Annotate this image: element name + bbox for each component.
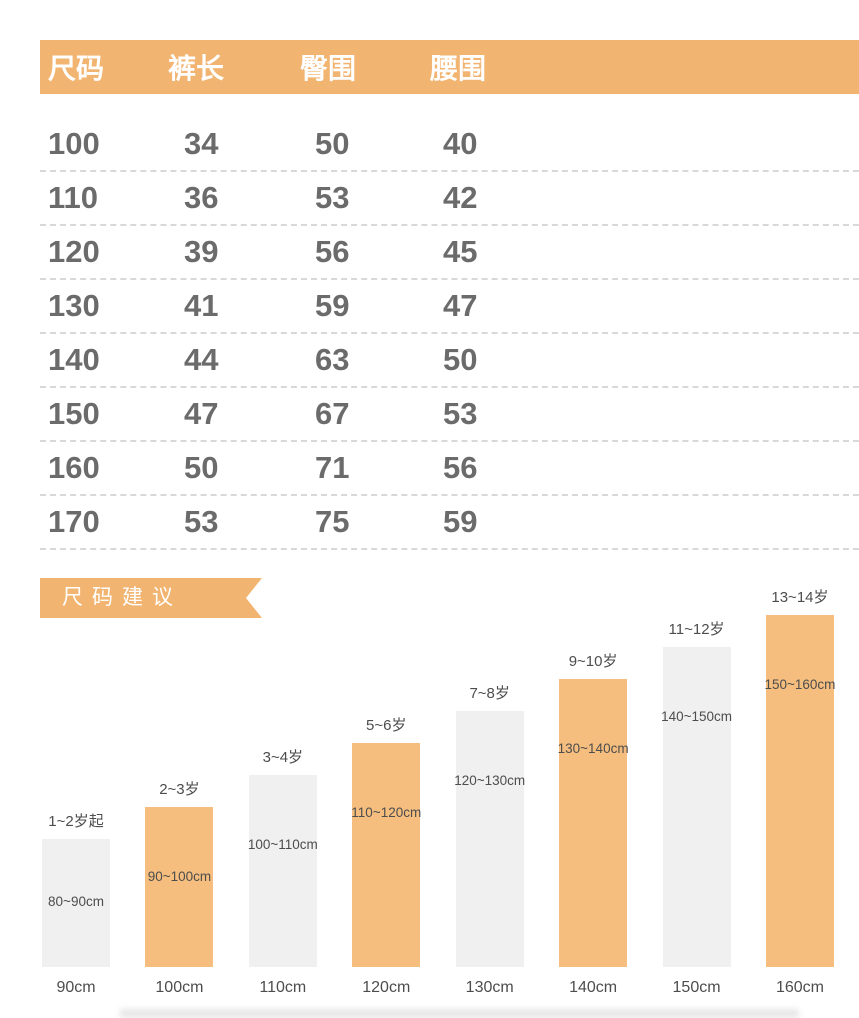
age-label: 3~4岁: [262, 749, 304, 766]
table-cell: 50: [184, 450, 219, 485]
table-cell: 50: [443, 342, 478, 377]
column-header-length: 裤长: [168, 53, 225, 84]
column-header-waist: 腰围: [430, 53, 487, 84]
bar-group: 3~4岁 100~110cm 110cm: [247, 746, 318, 1003]
age-label: 11~12岁: [668, 621, 725, 638]
x-axis-label: 110cm: [259, 979, 307, 996]
bar-group: 13~14岁 150~160cm 160cm: [764, 586, 836, 1003]
table-cell: 59: [315, 288, 350, 323]
table-cell: 150: [48, 396, 100, 431]
height-range-label: 150~160cm: [764, 677, 836, 692]
table-cell: 40: [443, 126, 478, 161]
bar: 90~100cm: [145, 807, 214, 967]
bar-group: 1~2岁起 80~90cm 90cm: [42, 810, 110, 1003]
table-cell: 120: [48, 234, 100, 269]
size-table-body: 100 34 50 40 110 36 53 42 120 39 56 45 1…: [40, 118, 859, 550]
table-cell: 47: [184, 396, 219, 431]
table-cell: 36: [184, 180, 219, 215]
bar: 140~150cm: [661, 647, 732, 967]
bar-group: 9~10岁 130~140cm 140cm: [557, 650, 629, 1003]
table-cell: 53: [443, 396, 478, 431]
table-row: 110 36 53 42: [40, 172, 859, 226]
table-cell: 140: [48, 342, 100, 377]
cropped-next-section: [120, 1009, 799, 1018]
x-axis-label: 100cm: [155, 979, 204, 996]
table-cell: 130: [48, 288, 100, 323]
column-header-size: 尺码: [48, 53, 105, 84]
table-row: 170 53 75 59: [40, 496, 859, 550]
table-cell: 160: [48, 450, 100, 485]
height-range-label: 130~140cm: [557, 741, 629, 756]
bar: 150~160cm: [764, 615, 836, 967]
bar-group: 2~3岁 90~100cm 100cm: [145, 778, 214, 1003]
table-row: 140 44 63 50: [40, 334, 859, 388]
x-axis-label: 90cm: [56, 979, 96, 996]
x-axis-label: 140cm: [569, 979, 618, 996]
table-cell: 42: [443, 180, 478, 215]
bar-group: 5~6岁 110~120cm 120cm: [351, 714, 422, 1003]
table-row: 130 41 59 47: [40, 280, 859, 334]
x-axis-label: 130cm: [465, 979, 514, 996]
bar-group: 11~12岁 140~150cm 150cm: [661, 618, 732, 1003]
table-cell: 71: [315, 450, 350, 485]
height-range-label: 120~130cm: [454, 773, 526, 788]
table-cell: 67: [315, 396, 350, 431]
table-cell: 34: [184, 126, 219, 161]
age-label: 9~10岁: [568, 653, 618, 670]
height-range-label: 140~150cm: [661, 709, 732, 724]
size-recommendation-bar-chart: 1~2岁起 80~90cm 90cm 2~3岁 90~100cm 100cm 3…: [42, 585, 836, 1003]
table-row: 160 50 71 56: [40, 442, 859, 496]
age-label: 1~2岁起: [48, 813, 104, 830]
x-axis-label: 160cm: [775, 979, 824, 996]
table-cell: 100: [48, 126, 100, 161]
table-cell: 53: [184, 504, 219, 539]
table-cell: 50: [315, 126, 350, 161]
table-cell: 63: [315, 342, 350, 377]
table-cell: 75: [315, 504, 350, 539]
table-cell: 56: [315, 234, 350, 269]
x-axis-label: 150cm: [672, 979, 721, 996]
bar: 110~120cm: [351, 743, 422, 967]
bar: 100~110cm: [247, 775, 318, 967]
bar: 80~90cm: [42, 839, 110, 967]
table-row: 120 39 56 45: [40, 226, 859, 280]
age-label: 2~3岁: [159, 781, 200, 798]
table-row: 100 34 50 40: [40, 118, 859, 172]
table-cell: 39: [184, 234, 219, 269]
table-cell: 56: [443, 450, 478, 485]
height-range-label: 80~90cm: [48, 894, 104, 909]
table-row: 150 47 67 53: [40, 388, 859, 442]
table-cell: 110: [48, 180, 99, 215]
bar-group: 7~8岁 120~130cm 130cm: [454, 682, 526, 1003]
table-cell: 59: [443, 504, 478, 539]
size-recommendation-ribbon: 尺码建议: [40, 578, 262, 618]
size-table-header: 尺码 裤长 臀围 腰围: [40, 40, 859, 94]
height-range-label: 100~110cm: [247, 837, 318, 852]
table-cell: 47: [443, 288, 478, 323]
age-label: 7~8岁: [469, 685, 510, 702]
bar: 130~140cm: [557, 679, 629, 967]
table-cell: 45: [443, 234, 478, 269]
table-cell: 41: [184, 288, 219, 323]
age-label: 5~6岁: [366, 717, 407, 734]
table-cell: 53: [315, 180, 350, 215]
height-range-label: 110~120cm: [351, 805, 422, 820]
table-cell: 170: [48, 504, 100, 539]
height-range-label: 90~100cm: [147, 869, 212, 884]
column-header-hip: 臀围: [300, 53, 357, 84]
bar: 120~130cm: [454, 711, 526, 967]
x-axis-label: 120cm: [362, 979, 411, 996]
table-cell: 44: [184, 342, 219, 377]
age-label: 13~14岁: [771, 589, 829, 606]
